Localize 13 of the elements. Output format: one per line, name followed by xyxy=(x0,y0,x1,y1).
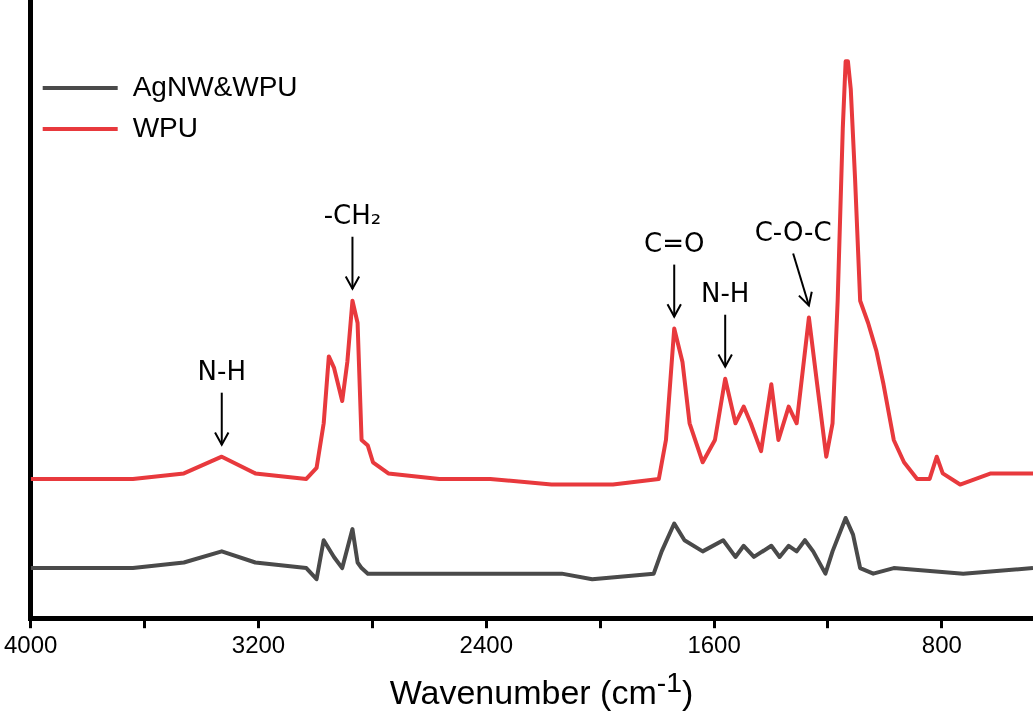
annotation: C-O-C xyxy=(754,217,832,248)
x-tick-label: 800 xyxy=(921,631,962,659)
legend-label: WPU xyxy=(132,111,199,143)
annotation: C=O xyxy=(644,228,705,259)
x-tick-label: 3200 xyxy=(231,631,286,659)
x-tick-label: 2400 xyxy=(459,631,513,659)
x-tick-label: 1600 xyxy=(687,631,741,659)
x-axis-title: Wavenumber (cm$^{-1}$) xyxy=(388,666,695,713)
annotation: N-H xyxy=(700,278,750,309)
annotation: N-H xyxy=(197,356,246,387)
x-tick-label: 4000 xyxy=(4,631,58,659)
legend-label: AgNW&WPU xyxy=(132,70,298,102)
annotation: -CH₂ xyxy=(323,200,382,231)
